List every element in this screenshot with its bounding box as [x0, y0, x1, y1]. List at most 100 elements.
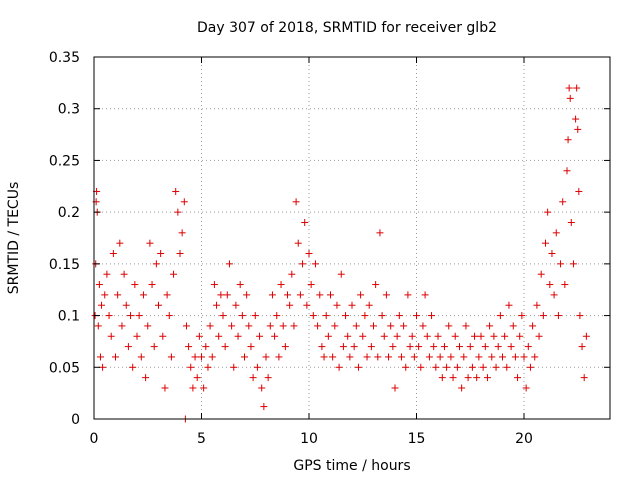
data-point: [365, 301, 373, 309]
data-point: [490, 332, 498, 340]
data-point: [417, 363, 425, 371]
data-point: [575, 187, 583, 195]
data-point: [389, 343, 397, 351]
data-point: [492, 363, 500, 371]
data-point: [582, 332, 590, 340]
data-point: [374, 353, 382, 361]
data-point: [243, 291, 251, 299]
data-point: [526, 363, 534, 371]
data-point: [99, 363, 107, 371]
data-point: [206, 322, 214, 330]
data-point: [425, 353, 433, 361]
data-point: [170, 270, 178, 278]
y-axis-label: SRMTID / TECUs: [6, 182, 22, 295]
data-point: [514, 374, 522, 382]
data-point: [98, 301, 106, 309]
data-point: [262, 353, 270, 361]
data-point: [509, 322, 517, 330]
data-point: [305, 250, 313, 258]
data-point: [135, 312, 143, 320]
data-point: [503, 363, 511, 371]
data-point: [307, 281, 315, 289]
data-point: [511, 353, 519, 361]
data-point: [155, 301, 162, 309]
data-point: [152, 260, 160, 268]
data-point: [260, 403, 268, 411]
data-point: [223, 291, 231, 299]
data-point: [271, 332, 279, 340]
data-point: [112, 353, 119, 361]
y-tick-label: 0.2: [58, 205, 80, 221]
data-point: [193, 374, 201, 382]
data-point: [554, 312, 562, 320]
data-point: [120, 270, 128, 278]
data-point: [180, 198, 188, 206]
data-point: [185, 343, 193, 351]
data-point: [494, 343, 502, 351]
data-point: [565, 84, 573, 92]
data-point: [385, 353, 393, 361]
data-point: [114, 291, 122, 299]
data-point: [320, 353, 328, 361]
data-point: [322, 312, 330, 320]
data-point: [202, 343, 210, 351]
data-point: [342, 312, 350, 320]
data-point: [129, 363, 137, 371]
data-point: [449, 374, 457, 382]
data-point: [458, 384, 466, 392]
data-point: [159, 332, 167, 340]
data-point: [391, 384, 399, 392]
data-points: [91, 84, 590, 423]
data-point: [572, 115, 580, 123]
data-point: [432, 363, 440, 371]
data-point: [94, 322, 102, 330]
y-tick-label: 0: [71, 412, 80, 428]
data-point: [217, 291, 225, 299]
data-point: [477, 332, 485, 340]
data-point: [333, 301, 341, 309]
data-point: [122, 301, 130, 309]
data-point: [253, 363, 261, 371]
y-tick-label: 0.1: [58, 309, 80, 325]
data-point: [232, 301, 240, 309]
y-tick-label: 0.35: [49, 50, 80, 66]
data-point: [573, 84, 581, 92]
data-point: [236, 281, 244, 289]
data-point: [462, 322, 470, 330]
data-point: [447, 353, 455, 361]
data-point: [182, 322, 190, 330]
data-point: [251, 312, 259, 320]
data-point: [247, 343, 255, 351]
data-point: [279, 322, 287, 330]
data-point: [507, 343, 515, 351]
data-point: [301, 218, 309, 226]
data-point: [150, 343, 158, 351]
data-point: [286, 301, 294, 309]
data-point: [195, 332, 203, 340]
data-point: [522, 384, 530, 392]
data-point: [256, 332, 264, 340]
y-tick-label: 0.15: [49, 257, 80, 273]
data-point: [96, 353, 104, 361]
data-point: [352, 322, 360, 330]
data-point: [566, 94, 574, 102]
data-point: [346, 353, 354, 361]
data-point: [395, 312, 403, 320]
data-point: [329, 353, 337, 361]
data-point: [552, 229, 560, 237]
data-point: [327, 291, 334, 299]
data-point: [191, 353, 199, 361]
x-tick-label: 5: [197, 431, 206, 447]
data-point: [299, 260, 307, 268]
data-point: [284, 291, 291, 299]
data-point: [187, 363, 195, 371]
data-point: [438, 374, 446, 382]
y-tick-label: 0.25: [49, 153, 80, 169]
data-point: [372, 281, 380, 289]
data-point: [339, 343, 347, 351]
data-point: [415, 343, 423, 351]
data-point: [277, 281, 285, 289]
data-point: [499, 353, 506, 361]
data-point: [176, 250, 184, 258]
